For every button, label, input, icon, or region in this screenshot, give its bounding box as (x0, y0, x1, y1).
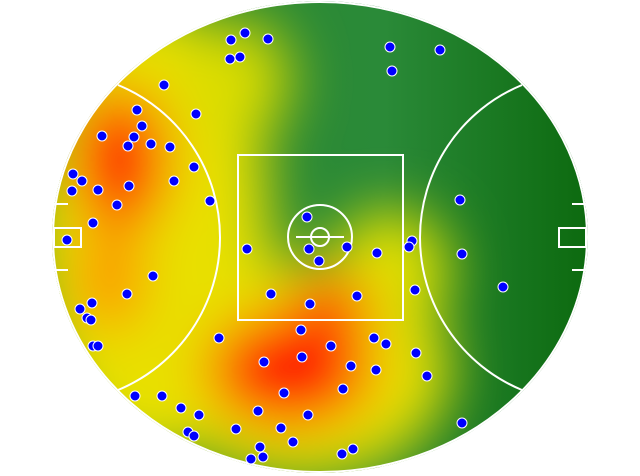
point (92, 340, 104, 352)
point (86, 297, 98, 309)
point (421, 370, 433, 382)
point (262, 33, 274, 45)
point (131, 104, 143, 116)
point (371, 247, 383, 259)
point (351, 290, 363, 302)
point (85, 314, 97, 326)
point (123, 180, 135, 192)
point (61, 234, 73, 246)
point (188, 161, 200, 173)
point (193, 409, 205, 421)
point (122, 140, 134, 152)
point (410, 347, 422, 359)
point (168, 175, 180, 187)
point (275, 422, 287, 434)
point (66, 185, 78, 197)
point (230, 423, 242, 435)
point (121, 288, 133, 300)
point (74, 303, 86, 315)
point (258, 356, 270, 368)
point (386, 65, 398, 77)
point (224, 53, 236, 65)
point (96, 130, 108, 142)
point (456, 248, 468, 260)
point (225, 34, 237, 46)
point (234, 51, 246, 63)
point (313, 255, 325, 267)
point (403, 241, 415, 253)
point (345, 360, 357, 372)
point (296, 351, 308, 363)
point (456, 417, 468, 429)
point (287, 436, 299, 448)
point (325, 340, 337, 352)
point (295, 324, 307, 336)
point (347, 443, 359, 455)
point (111, 199, 123, 211)
point (67, 168, 79, 180)
point (204, 195, 216, 207)
point (147, 270, 159, 282)
point (239, 27, 251, 39)
point (76, 175, 88, 187)
point (278, 387, 290, 399)
point (213, 332, 225, 344)
point (257, 451, 269, 463)
point (265, 288, 277, 300)
point (304, 298, 316, 310)
point (129, 390, 141, 402)
point (92, 184, 104, 196)
point (303, 243, 315, 255)
point (190, 108, 202, 120)
point (158, 79, 170, 91)
point (245, 453, 257, 465)
point (370, 364, 382, 376)
point (254, 441, 266, 453)
point (136, 120, 148, 132)
point (301, 211, 313, 223)
point (434, 44, 446, 56)
point (384, 41, 396, 53)
point (175, 402, 187, 414)
point (156, 390, 168, 402)
point (128, 131, 140, 143)
point (454, 194, 466, 206)
point (145, 138, 157, 150)
field-lines (52, 1, 588, 473)
point (337, 383, 349, 395)
point (368, 332, 380, 344)
point (380, 338, 392, 350)
point (252, 405, 264, 417)
point (409, 284, 421, 296)
point (336, 448, 348, 460)
point (188, 430, 200, 442)
point (164, 141, 176, 153)
point (241, 243, 253, 255)
point (341, 241, 353, 253)
point (497, 281, 509, 293)
point (302, 409, 314, 421)
point (87, 217, 99, 229)
